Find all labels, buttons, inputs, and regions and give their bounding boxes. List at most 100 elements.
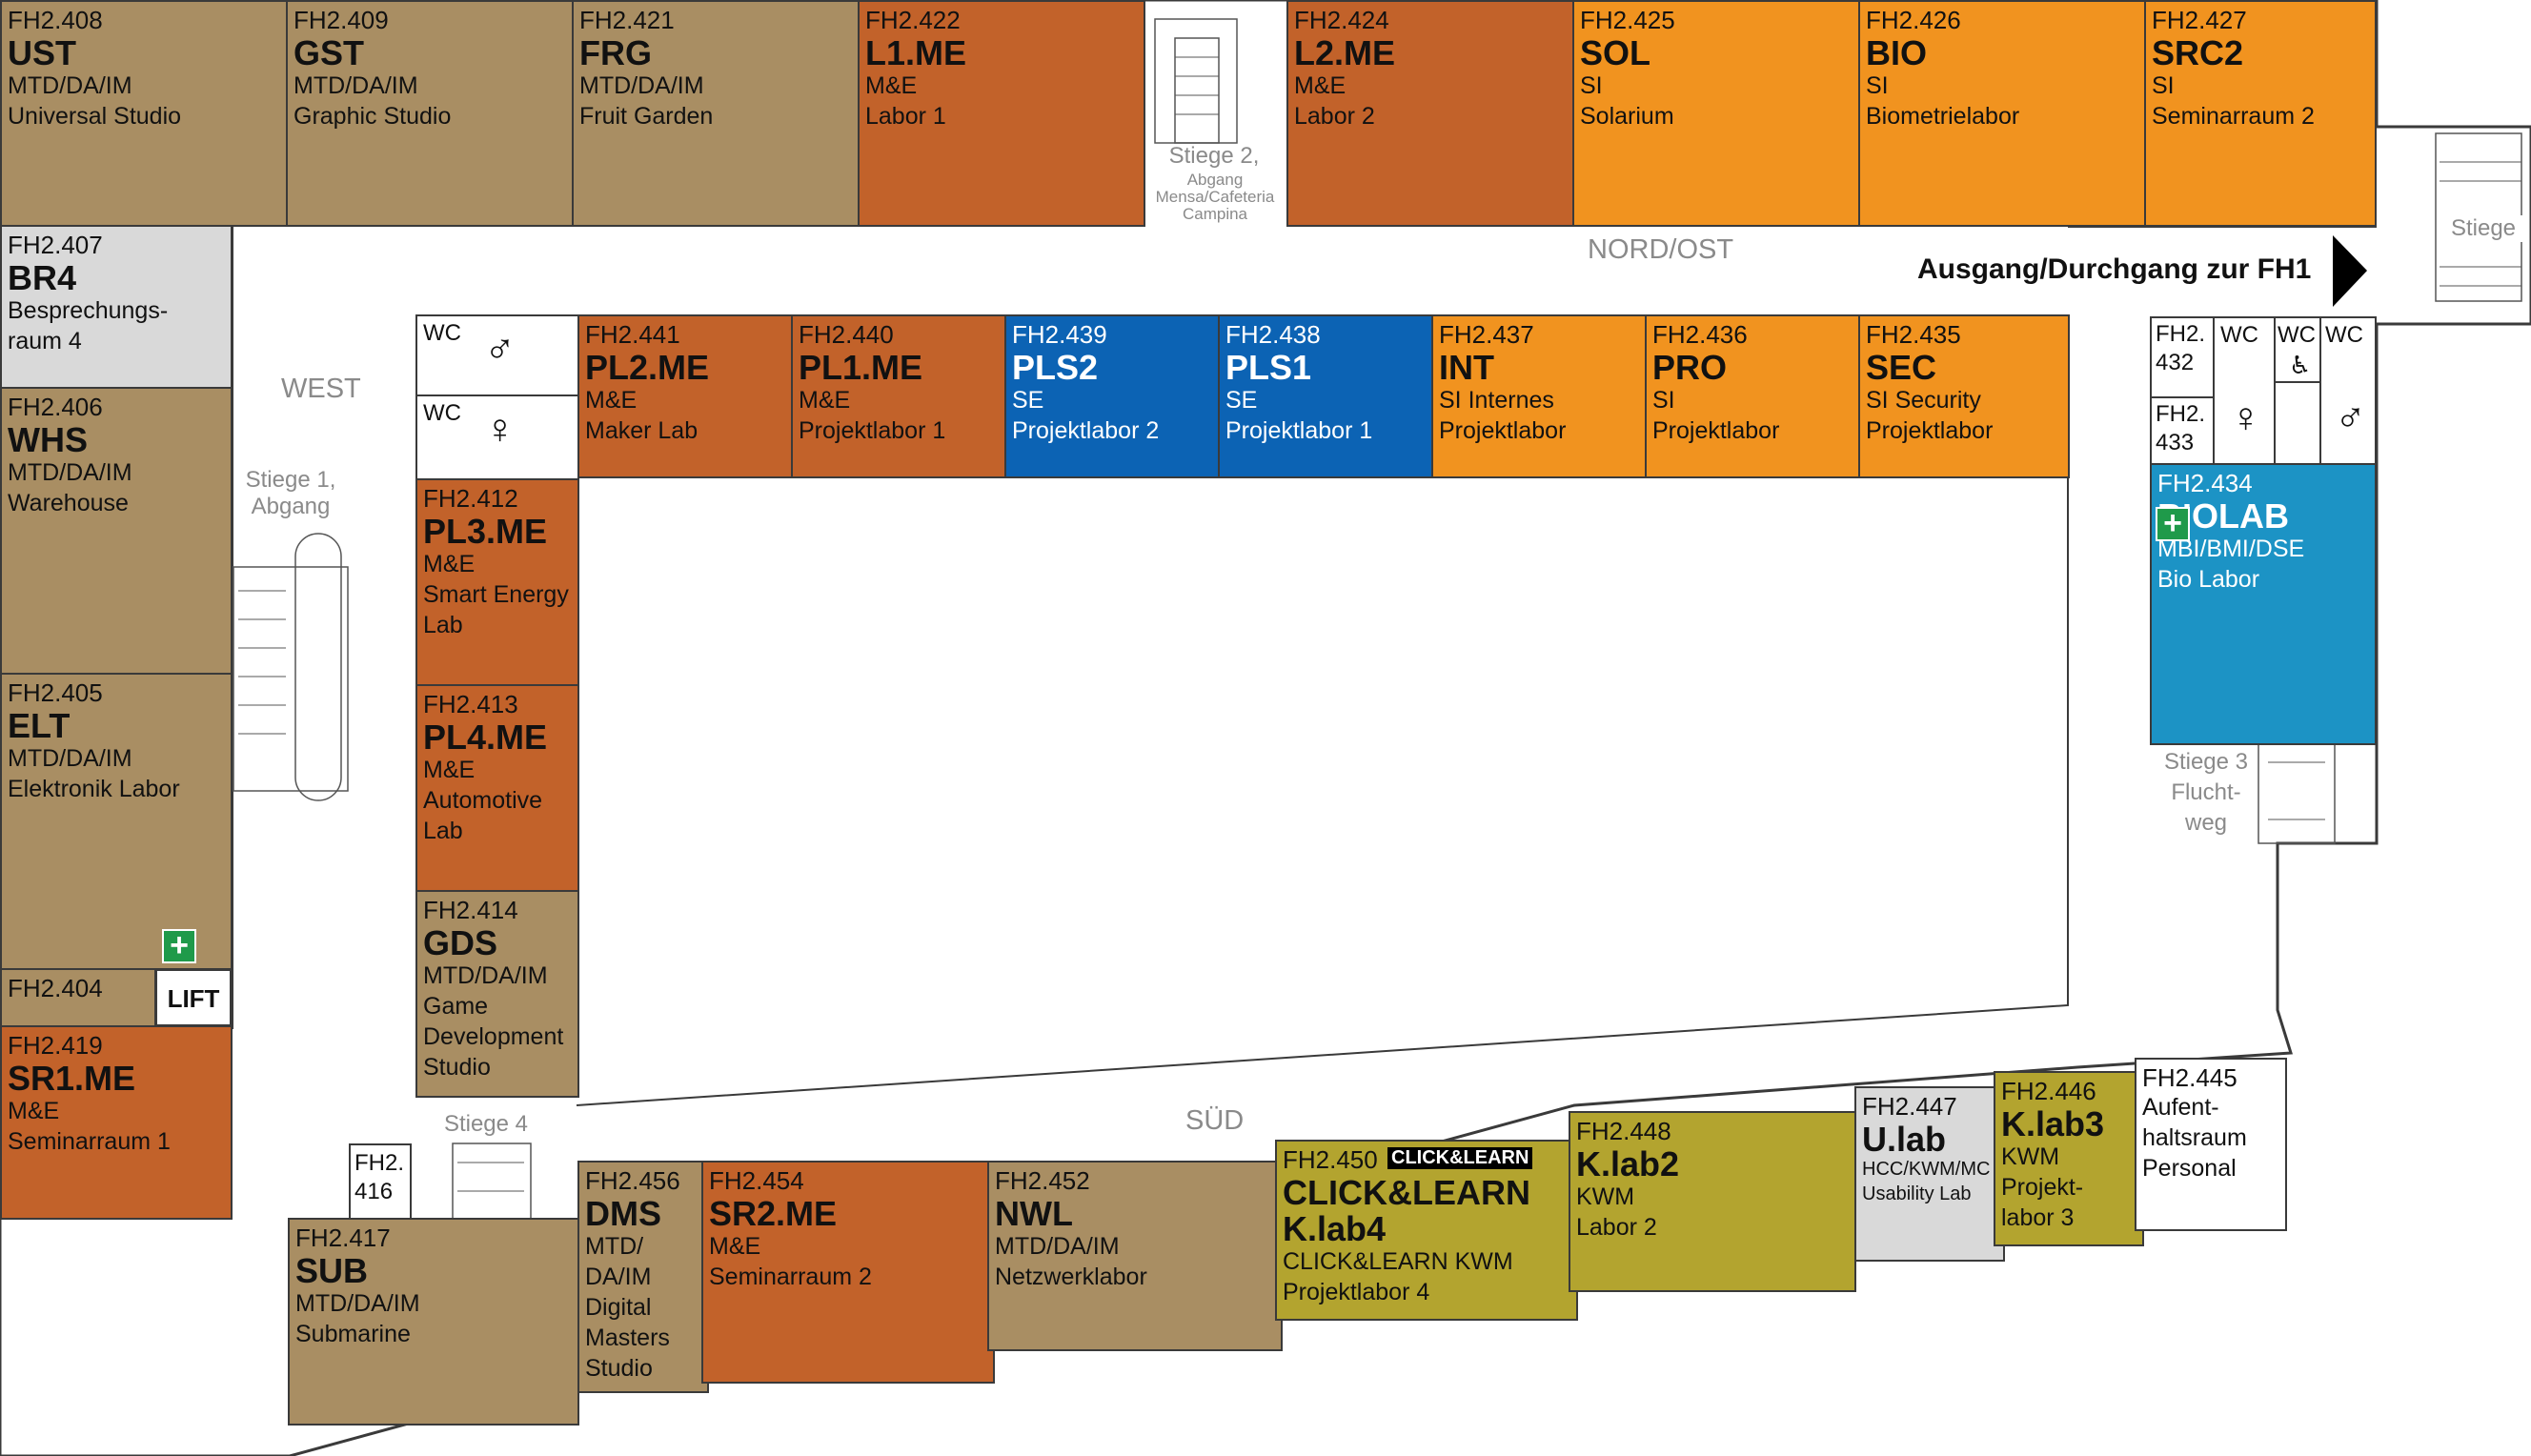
room-fh2-454[interactable]: FH2.454 SR2.ME M&E Seminarraum 2 — [701, 1161, 995, 1384]
room-fh2-447[interactable]: FH2.447 U.lab HCC/KWM/MC Usability Lab — [1854, 1086, 2005, 1262]
room-fh2-426[interactable]: FH2.426 BIO SI Biometrielabor — [1858, 0, 2146, 227]
lift[interactable]: LIFT — [154, 968, 233, 1027]
room-fh2-421[interactable]: FH2.421 FRG MTD/DA/IM Fruit Garden — [572, 0, 860, 227]
area-west-label: WEST — [281, 374, 361, 404]
room-fh2-427[interactable]: FH2.427 SRC2 SI Seminarraum 2 — [2144, 0, 2377, 227]
room-fh2-446[interactable]: FH2.446 K.lab3 KWM Projekt-labor 3 — [1994, 1071, 2144, 1246]
room-description: labor 3 — [2001, 1204, 2075, 1231]
room-fh2-414[interactable]: FH2.414 GDS MTD/DA/IM Game Development Studio — [415, 890, 579, 1098]
room-description: SI — [1866, 72, 1889, 99]
wc-west-1[interactable]: WC ♂ — [415, 314, 579, 396]
wc-east-1[interactable]: WC ♀ — [2213, 316, 2276, 465]
room-fh2-450[interactable]: FH2.450 CLICK&LEARN CLICK&LEARN K.lab4 CLICK… — [1275, 1140, 1578, 1321]
room-description: M&E — [423, 551, 476, 577]
room-code: PL1.ME — [799, 348, 923, 387]
room-number: FH2.440 — [799, 320, 894, 349]
room-fh2-406[interactable]: FH2.406 WHS MTD/DA/IM Warehouse — [0, 387, 233, 675]
room-code: L2.ME — [1294, 33, 1396, 72]
room-description: MTD/DA/IM — [8, 72, 132, 99]
room-fh2-441[interactable]: FH2.441 PL2.ME M&E Maker Lab — [577, 314, 793, 478]
stairs-3-label: Stiege 3 Flucht- weg — [2163, 749, 2249, 836]
room-fh2-416[interactable]: FH2. 416 — [349, 1143, 412, 1220]
wc-label: WC — [423, 400, 461, 426]
room-fh2-448[interactable]: FH2.448 K.lab2 KWM Labor 2 — [1569, 1111, 1856, 1292]
female-icon: ♀ — [484, 406, 516, 453]
room-description: M&E — [709, 1233, 761, 1260]
room-description: KWM — [1576, 1183, 1635, 1210]
room-number: FH2.438 — [1225, 320, 1321, 349]
room-number: FH2.454 — [709, 1166, 804, 1195]
room-description: Automotive — [423, 787, 543, 814]
room-code: DMS — [585, 1194, 661, 1233]
wc-west-2[interactable]: WC ♀ — [415, 394, 579, 480]
exit-label[interactable]: Ausgang/Durchgang zur FH1 — [1917, 253, 2312, 285]
room-description: MBI/BMI/DSE — [2157, 536, 2305, 562]
room-code: SRC2 — [2152, 33, 2244, 72]
room-number: FH2.405 — [8, 678, 103, 707]
room-fh2-408[interactable]: FH2.408 UST MTD/DA/IM Universal Studio — [0, 0, 288, 227]
room-description: Development — [423, 1023, 564, 1050]
room-fh2-435[interactable]: FH2.435 SEC SI Security Projektlabor — [1858, 314, 2070, 478]
room-code: ELT — [8, 706, 71, 745]
room-number: FH2.408 — [8, 6, 103, 34]
room-fh2-425[interactable]: FH2.425 SOL SI Solarium — [1572, 0, 1860, 227]
room-fh2-445[interactable]: FH2.445 Aufent-haltsraum Personal — [2135, 1058, 2287, 1231]
female-icon: ♀ — [2230, 394, 2261, 441]
wc-east-3[interactable]: WC ♂ — [2319, 316, 2377, 465]
room-description: Labor 2 — [1294, 103, 1375, 130]
male-icon: ♂ — [2335, 394, 2366, 441]
room-fh2-409[interactable]: FH2.409 GST MTD/DA/IM Graphic Studio — [286, 0, 574, 227]
room-fh2-436[interactable]: FH2.436 PRO SI Projektlabor — [1645, 314, 1860, 478]
room-code: PLS2 — [1012, 348, 1099, 387]
room-description: Seminarraum 2 — [709, 1264, 872, 1290]
room-number: FH2.439 — [1012, 320, 1107, 349]
room-fh2-440[interactable]: FH2.440 PL1.ME M&E Projektlabor 1 — [791, 314, 1006, 478]
room-fh2-432[interactable]: FH2. 432 — [2150, 316, 2215, 398]
room-fh2-439[interactable]: FH2.439 PLS2 SE Projektlabor 2 — [1004, 314, 1220, 478]
room-fh2-419[interactable]: FH2.419 SR1.ME M&E Seminarraum 1 — [0, 1025, 233, 1220]
room-number: FH2.424 — [1294, 6, 1389, 34]
room-fh2-452[interactable]: FH2.452 NWL MTD/DA/IM Netzwerklabor — [987, 1161, 1283, 1351]
room-fh2-422[interactable]: FH2.422 L1.ME M&E Labor 1 — [858, 0, 1145, 227]
room-fh2-433[interactable]: FH2. 433 — [2150, 396, 2215, 465]
room-description: Projektlabor — [1866, 417, 1994, 444]
room-fh2-417[interactable]: FH2.417 SUB MTD/DA/IM Submarine — [288, 1218, 579, 1426]
room-description: Labor 2 — [1576, 1214, 1657, 1241]
room-fh2-456[interactable]: FH2.456 DMS MTD/DA/IM Digital Masters Studio — [577, 1161, 709, 1393]
room-description: MTD/DA/IM — [423, 962, 548, 989]
room-fh2-424[interactable]: FH2.424 L2.ME M&E Labor 2 — [1286, 0, 1574, 227]
room-description: Lab — [423, 818, 463, 844]
room-code: UST — [8, 33, 76, 72]
room-fh2-434[interactable]: FH2.434 BIOLAB MBI/BMI/DSE Bio Labor — [2150, 463, 2377, 745]
room-description: Projektlabor — [1652, 417, 1780, 444]
room-description: MTD/DA/IM — [8, 745, 132, 772]
room-code: U.lab — [1862, 1120, 1947, 1159]
room-description: Game — [423, 993, 489, 1020]
room-fh2-438[interactable]: FH2.438 PLS1 SE Projektlabor 1 — [1218, 314, 1433, 478]
room-number: FH2.426 — [1866, 6, 1961, 34]
room-description: Projektlabor 2 — [1012, 417, 1160, 444]
room-description: SE — [1012, 387, 1044, 414]
wc-label: WC — [423, 320, 461, 346]
lift-label: LIFT — [167, 984, 220, 1013]
room-fh2-407[interactable]: FH2.407 BR4 Besprechungs-raum 4 — [0, 225, 233, 389]
room-description: Masters — [585, 1325, 670, 1351]
room-description: Smart Energy — [423, 581, 569, 608]
wc-east-2[interactable]: WC ♿ — [2274, 316, 2321, 383]
room-fh2-437[interactable]: FH2.437 INT SI Internes Projektlabor — [1431, 314, 1647, 478]
room-fh2-413[interactable]: FH2.413 PL4.ME M&E Automotive Lab — [415, 684, 579, 892]
room-description: Maker Lab — [585, 417, 699, 444]
room-number: FH2.407 — [8, 231, 103, 259]
room-description: Biometrielabor — [1866, 103, 2020, 130]
room-fh2-404[interactable]: FH2.404 — [0, 968, 156, 1027]
room-code: CLICK&LEARN — [1283, 1173, 1530, 1212]
room-description: Studio — [423, 1054, 491, 1081]
room-number: FH2.413 — [423, 690, 518, 718]
room-number: FH2.425 — [1580, 6, 1675, 34]
room-fh2-405[interactable]: FH2.405 ELT MTD/DA/IM Elektronik Labor — [0, 673, 233, 970]
room-number: FH2.448 — [1576, 1117, 1671, 1145]
room-number: FH2.422 — [865, 6, 961, 34]
room-code: PL3.ME — [423, 512, 548, 551]
room-description: Personal — [2142, 1155, 2237, 1182]
room-fh2-412[interactable]: FH2.412 PL3.ME M&E Smart Energy Lab — [415, 478, 579, 686]
